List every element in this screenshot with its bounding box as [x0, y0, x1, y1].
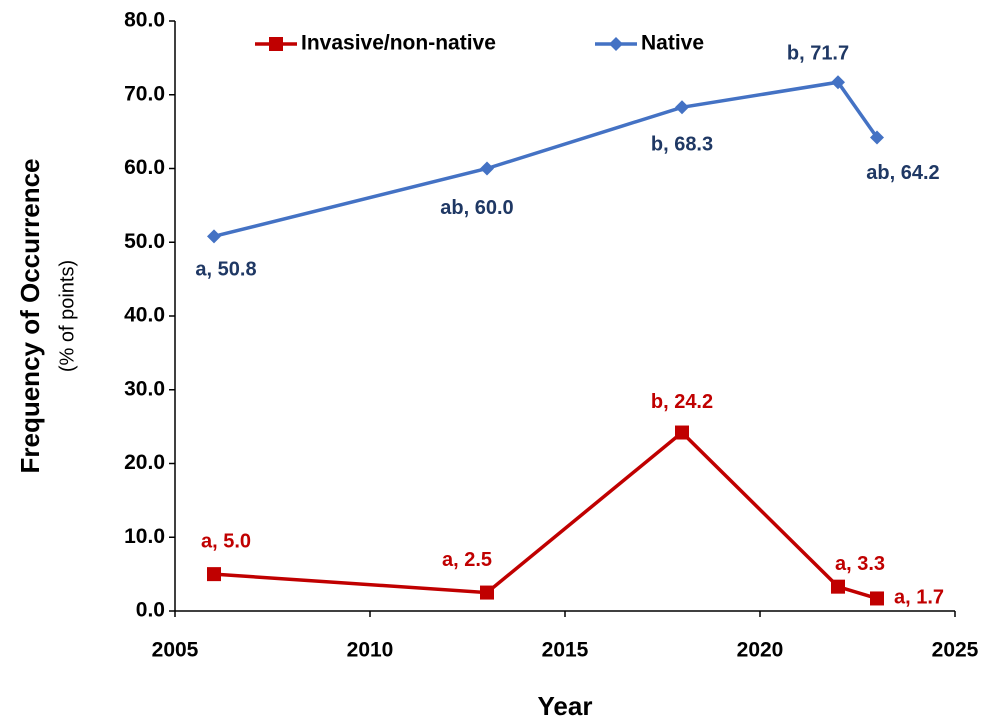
data-point [870, 130, 884, 145]
data-label: a, 50.8 [195, 259, 256, 281]
y-axis-title: Frequency of Occurrence [15, 159, 45, 474]
data-label: b, 24.2 [651, 391, 713, 413]
legend-label: Invasive/non-native [301, 32, 496, 55]
data-point [675, 425, 689, 440]
data-label: b, 68.3 [651, 134, 713, 156]
y-tick-label: 80.0 [124, 9, 165, 32]
data-label: a, 1.7 [894, 587, 944, 609]
data-label: a, 5.0 [201, 530, 251, 552]
data-label: ab, 64.2 [866, 162, 939, 184]
y-tick-label: 0.0 [136, 599, 165, 622]
legend-marker [609, 37, 623, 51]
data-point [480, 585, 494, 600]
data-point [480, 161, 494, 176]
data-label: ab, 60.0 [440, 197, 513, 219]
y-tick-label: 30.0 [124, 377, 165, 400]
y-tick-label: 60.0 [124, 156, 165, 179]
y-tick-label: 70.0 [124, 82, 165, 105]
y-axis-subtitle: (% of points) [56, 260, 78, 372]
x-tick-label: 2010 [347, 639, 394, 662]
x-tick-label: 2005 [152, 639, 199, 662]
y-tick-label: 40.0 [124, 304, 165, 327]
data-point [207, 567, 221, 582]
data-point [675, 100, 689, 115]
data-point [831, 579, 845, 594]
data-point [870, 591, 884, 606]
series-line [213, 80, 879, 239]
data-point [831, 75, 845, 90]
series-line [213, 430, 878, 601]
data-label: a, 3.3 [835, 553, 885, 575]
data-label: a, 2.5 [442, 549, 492, 571]
y-tick-label: 20.0 [124, 451, 165, 474]
legend-marker [269, 37, 283, 51]
x-tick-label: 2025 [932, 639, 979, 662]
data-label: b, 71.7 [787, 42, 849, 64]
x-axis-title: Year [538, 691, 593, 721]
data-point [207, 229, 221, 244]
legend-label: Native [641, 32, 704, 55]
x-tick-label: 2020 [737, 639, 784, 662]
x-tick-label: 2015 [542, 639, 589, 662]
y-tick-label: 10.0 [124, 525, 165, 548]
y-tick-label: 50.0 [124, 230, 165, 253]
